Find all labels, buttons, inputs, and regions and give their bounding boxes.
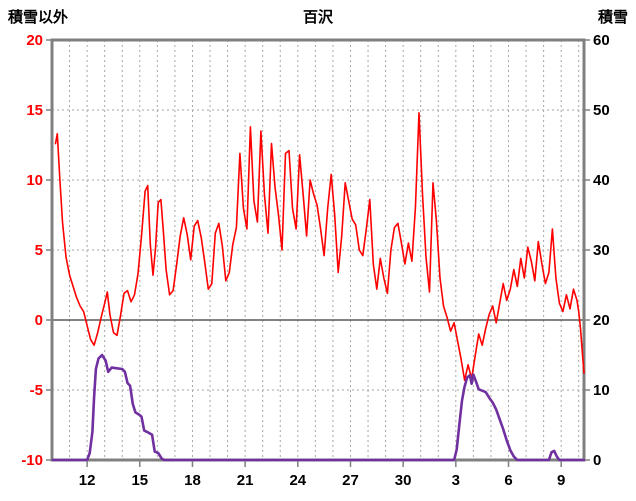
right-tick-label: 50 bbox=[593, 102, 610, 119]
right-tick-label: 40 bbox=[593, 172, 610, 189]
snow-depth-line bbox=[51, 353, 586, 462]
left-tick-label: 10 bbox=[26, 172, 43, 189]
right-tick-label: 20 bbox=[593, 312, 610, 329]
x-tick-label: 30 bbox=[395, 472, 412, 489]
left-tick-label: 0 bbox=[35, 312, 43, 329]
x-tick-label: 21 bbox=[237, 472, 254, 489]
x-tick-label: 12 bbox=[79, 472, 96, 489]
left-tick-label: 15 bbox=[26, 102, 43, 119]
right-tick-label: 60 bbox=[593, 32, 610, 49]
right-tick-label: 30 bbox=[593, 242, 610, 259]
x-tick-label: 6 bbox=[504, 472, 512, 489]
right-tick-label: 10 bbox=[593, 382, 610, 399]
right-axis-title: 積雪 bbox=[597, 8, 628, 26]
left-tick-label: 5 bbox=[35, 242, 43, 259]
x-tick-label: 3 bbox=[452, 472, 460, 489]
left-tick-label: 20 bbox=[26, 32, 43, 49]
x-tick-label: 18 bbox=[184, 472, 201, 489]
x-tick-label: 9 bbox=[557, 472, 565, 489]
right-tick-label: 0 bbox=[593, 452, 601, 469]
temperature-line bbox=[54, 112, 585, 381]
left-tick-label: -5 bbox=[30, 382, 43, 399]
chart-title: 百沢 bbox=[303, 8, 334, 26]
x-tick-label: 24 bbox=[289, 472, 306, 489]
gridlines bbox=[52, 40, 584, 460]
x-tick-label: 27 bbox=[342, 472, 359, 489]
series-lines bbox=[51, 112, 586, 462]
left-tick-label: -10 bbox=[21, 452, 43, 469]
left-axis-title: 積雪以外 bbox=[7, 8, 68, 26]
x-tick-label: 15 bbox=[131, 472, 148, 489]
